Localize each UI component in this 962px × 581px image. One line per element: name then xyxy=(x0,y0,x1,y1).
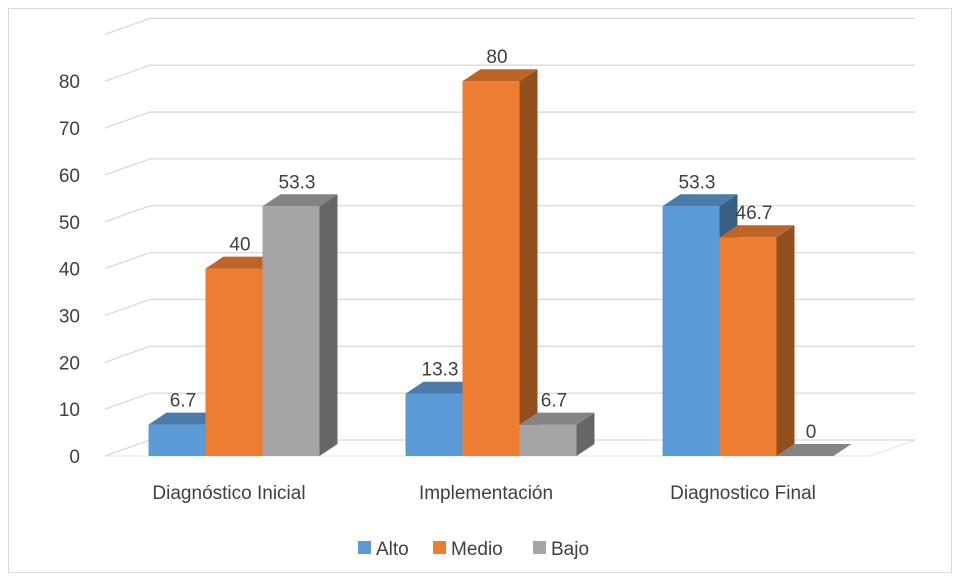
legend-label: Medio xyxy=(451,539,503,560)
bar-top xyxy=(719,225,795,238)
y-tick-label: 80 xyxy=(59,72,80,93)
gridline xyxy=(104,64,915,82)
bars xyxy=(148,69,852,457)
data-label: 46.7 xyxy=(736,203,773,224)
data-label: 53.3 xyxy=(279,172,316,193)
bar-side xyxy=(776,225,795,456)
y-tick-label: 40 xyxy=(59,260,80,281)
bar-bajo-3 xyxy=(776,444,852,456)
y-tick-label: 20 xyxy=(59,353,80,374)
gridlines xyxy=(104,17,915,457)
gridline xyxy=(104,298,915,317)
category-label: Diagnóstico Inicial xyxy=(152,483,305,504)
legend-swatch xyxy=(533,541,546,554)
legend-swatch xyxy=(358,541,371,554)
y-tick-label: 30 xyxy=(59,306,80,327)
bar-front xyxy=(662,206,720,456)
data-label: 13.3 xyxy=(422,360,459,381)
y-tick-label: 60 xyxy=(59,166,80,187)
bar-top xyxy=(405,381,481,394)
bar-top xyxy=(662,194,738,207)
gridline xyxy=(104,17,915,35)
gridline xyxy=(104,251,915,270)
bar-bajo-1 xyxy=(262,194,338,457)
legend-label: Bajo xyxy=(551,539,589,560)
legend-item-medio: Medio xyxy=(433,539,503,560)
bar-top xyxy=(262,194,338,207)
bar-medio-2 xyxy=(462,69,538,456)
category-label: Implementación xyxy=(419,483,553,504)
bar-top xyxy=(148,412,224,425)
bar-top xyxy=(205,256,281,269)
y-tick-label: 10 xyxy=(59,400,80,421)
bar-bajo-2 xyxy=(519,412,595,456)
x-axis-categories: Diagnóstico Inicial Implementación Diagnos… xyxy=(152,483,815,504)
bar-alto-1 xyxy=(148,412,224,456)
bar-front xyxy=(148,424,206,456)
bar-front xyxy=(405,393,463,456)
bar-front xyxy=(262,206,320,456)
gridline xyxy=(104,205,915,223)
legend: Alto Medio Bajo xyxy=(358,539,589,560)
bar-medio-3 xyxy=(719,225,795,456)
bar-side xyxy=(576,412,595,456)
y-tick-label: 70 xyxy=(59,119,80,140)
y-tick-label: 0 xyxy=(69,447,80,468)
y-tick-label: 50 xyxy=(59,213,80,234)
data-label: 0 xyxy=(806,422,817,443)
legend-item-alto: Alto xyxy=(358,539,409,560)
bar-front xyxy=(519,424,577,456)
legend-item-bajo: Bajo xyxy=(533,539,589,560)
bar-front xyxy=(462,81,520,456)
gridline xyxy=(104,158,915,176)
bar-top xyxy=(519,412,595,425)
legend-swatch xyxy=(433,541,446,554)
data-label: 40 xyxy=(229,235,250,256)
bar-front xyxy=(205,268,263,456)
gridline xyxy=(104,111,915,129)
data-label: 80 xyxy=(486,47,507,68)
bar-front xyxy=(719,237,777,456)
bar-top xyxy=(462,69,538,82)
bar-side xyxy=(319,194,338,457)
bar-side xyxy=(519,69,538,456)
bar-top xyxy=(776,444,852,456)
data-labels: 6.7 40 53.3 13.3 80 6.7 53.3 46.7 0 xyxy=(170,47,817,443)
y-axis-ticks: 0 10 20 30 40 50 60 70 80 xyxy=(59,72,80,468)
gridline xyxy=(104,345,915,363)
legend-label: Alto xyxy=(376,539,409,560)
gridline xyxy=(104,392,915,410)
category-label: Diagnostico Final xyxy=(670,483,816,504)
data-label: 6.7 xyxy=(170,391,196,412)
data-label: 6.7 xyxy=(541,391,567,412)
data-label: 53.3 xyxy=(679,172,716,193)
